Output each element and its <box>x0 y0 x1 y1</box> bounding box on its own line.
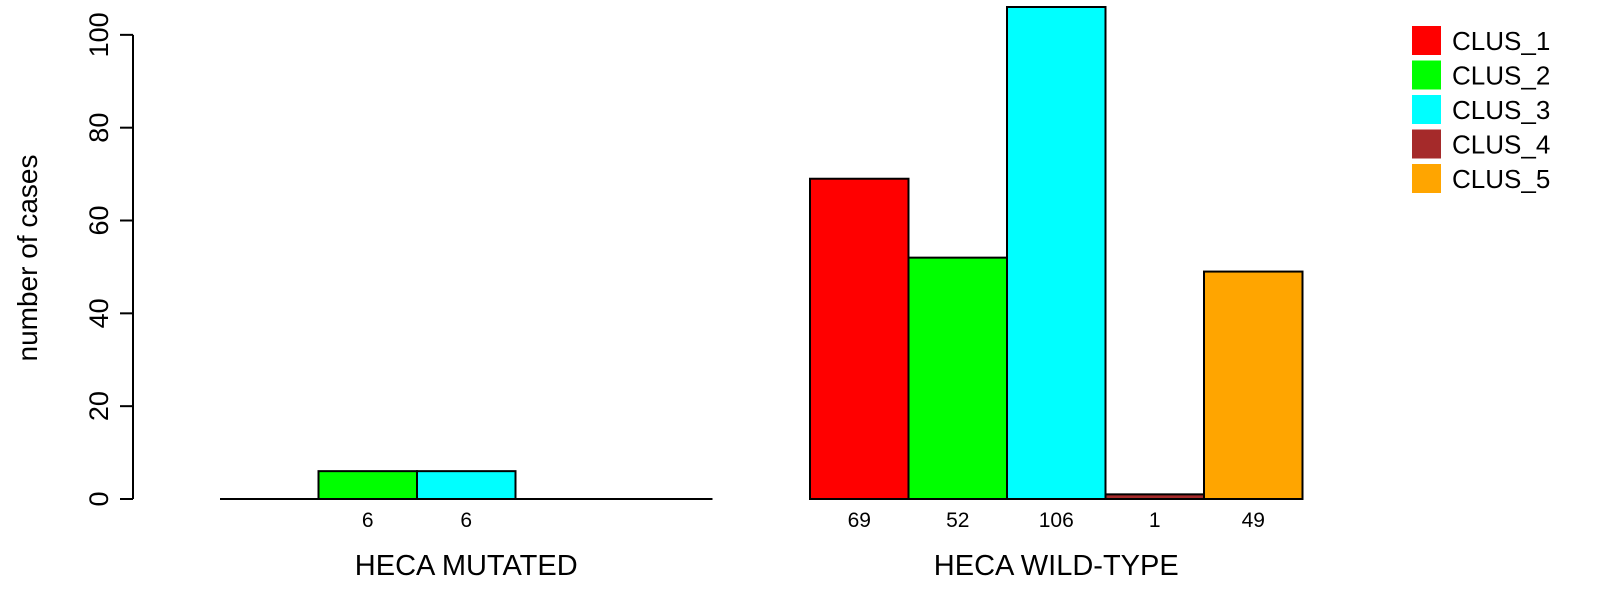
bar <box>1203 270 1304 500</box>
bar-group: 6 6 HECA MUTATED <box>220 470 713 582</box>
bar <box>416 470 517 500</box>
legend-label: CLUS_1 <box>1452 26 1550 56</box>
bar-count-label: 52 <box>946 509 969 532</box>
group-label: HECA MUTATED <box>355 550 578 582</box>
bar <box>907 256 1008 500</box>
y-tick-label: 20 <box>84 391 114 421</box>
y-axis-label: number of cases <box>12 155 43 362</box>
bar <box>809 177 910 501</box>
y-tick-label: 80 <box>84 113 114 143</box>
y-tick-label: 0 <box>84 491 114 506</box>
legend-item: CLUS_1 <box>1412 26 1550 56</box>
legend-label: CLUS_5 <box>1452 164 1550 194</box>
y-tick-label: 40 <box>84 298 114 328</box>
legend-item: CLUS_4 <box>1412 129 1550 160</box>
bar-count-label: 49 <box>1242 509 1265 532</box>
bar-groups: 6 6 HECA MUTATED 69 52 106 1 49 HECA WILD-TYPE <box>220 6 1304 582</box>
y-tick-label: 100 <box>84 12 114 57</box>
bar-count-label: 69 <box>848 509 871 532</box>
legend-swatch <box>1412 60 1441 90</box>
legend-swatch <box>1412 129 1441 159</box>
legend-item: CLUS_5 <box>1412 164 1550 194</box>
bar-count-label: 6 <box>460 509 472 532</box>
bar-count-label: 6 <box>362 509 374 532</box>
legend-label: CLUS_2 <box>1452 61 1550 91</box>
bar-count-label: 1 <box>1149 509 1161 532</box>
legend-swatch <box>1412 164 1441 193</box>
bar <box>1006 6 1107 500</box>
legend-swatch <box>1412 95 1441 124</box>
group-label: HECA WILD-TYPE <box>934 550 1179 582</box>
bar-count-label: 106 <box>1039 509 1074 532</box>
legend: CLUS_1 CLUS_2 CLUS_3 CLUS_4 CLUS_5 <box>1412 26 1550 194</box>
legend-item: CLUS_3 <box>1412 95 1550 125</box>
legend-label: CLUS_4 <box>1452 130 1550 160</box>
bar <box>1104 493 1205 500</box>
legend-label: CLUS_3 <box>1452 95 1550 125</box>
bar <box>317 470 418 500</box>
y-tick-label: 60 <box>84 205 114 235</box>
legend-item: CLUS_2 <box>1412 60 1550 91</box>
legend-swatch <box>1412 26 1441 55</box>
bar-group: 69 52 106 1 49 HECA WILD-TYPE <box>809 6 1304 582</box>
y-axis: 0 20 40 60 80 100 <box>84 12 134 507</box>
